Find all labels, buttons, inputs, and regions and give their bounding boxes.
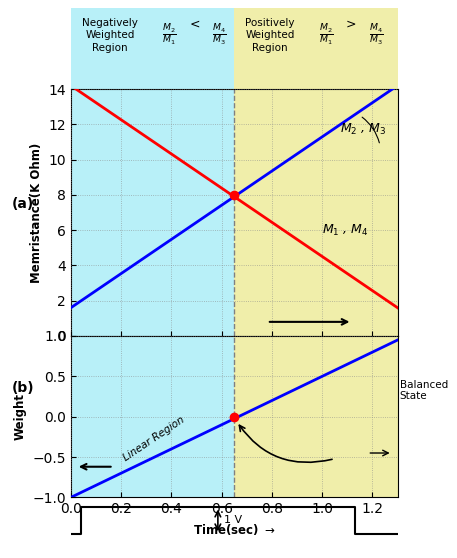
Bar bbox=[234, 336, 398, 497]
Text: Negatively
Weighted
Region: Negatively Weighted Region bbox=[82, 18, 138, 53]
Bar bbox=[234, 8, 398, 89]
Y-axis label: Memristance(K Ohm): Memristance(K Ohm) bbox=[30, 142, 43, 283]
Y-axis label: Weight: Weight bbox=[14, 393, 27, 440]
Text: $M_1$ , $M_4$: $M_1$ , $M_4$ bbox=[322, 223, 369, 238]
Bar bbox=[234, 89, 398, 336]
Text: $\frac{M_4}{M_3}$: $\frac{M_4}{M_3}$ bbox=[369, 23, 383, 48]
Text: (b): (b) bbox=[11, 381, 34, 395]
Bar bbox=[71, 8, 234, 89]
Text: Balanced
State: Balanced State bbox=[400, 380, 448, 401]
Text: $M_2$ , $M_3$: $M_2$ , $M_3$ bbox=[340, 122, 386, 137]
Text: $\frac{M_2}{M_1}$: $\frac{M_2}{M_1}$ bbox=[162, 23, 176, 48]
Text: $<$: $<$ bbox=[186, 18, 200, 31]
Text: Linear Region: Linear Region bbox=[121, 415, 186, 464]
Bar bbox=[71, 336, 234, 497]
Text: $\frac{M_4}{M_3}$: $\frac{M_4}{M_3}$ bbox=[213, 23, 227, 48]
Text: $>$: $>$ bbox=[343, 18, 357, 31]
Text: $\frac{M_2}{M_1}$: $\frac{M_2}{M_1}$ bbox=[319, 23, 333, 48]
Text: Positively
Weighted
Region: Positively Weighted Region bbox=[245, 18, 295, 53]
Text: (a): (a) bbox=[11, 196, 34, 211]
Text: 1 V: 1 V bbox=[224, 516, 243, 526]
X-axis label: Time(sec)$\ \rightarrow$: Time(sec)$\ \rightarrow$ bbox=[193, 522, 276, 537]
Bar bbox=[71, 89, 234, 336]
